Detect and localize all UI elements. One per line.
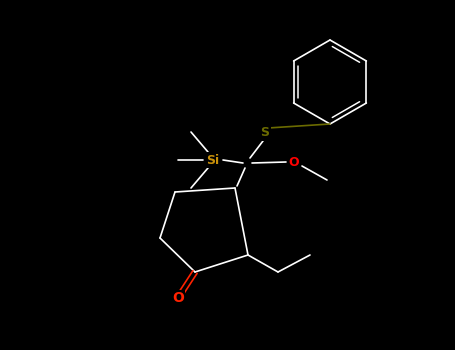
- Text: S: S: [261, 126, 269, 140]
- Text: Si: Si: [207, 154, 220, 167]
- Text: O: O: [172, 291, 184, 305]
- Text: O: O: [288, 155, 299, 168]
